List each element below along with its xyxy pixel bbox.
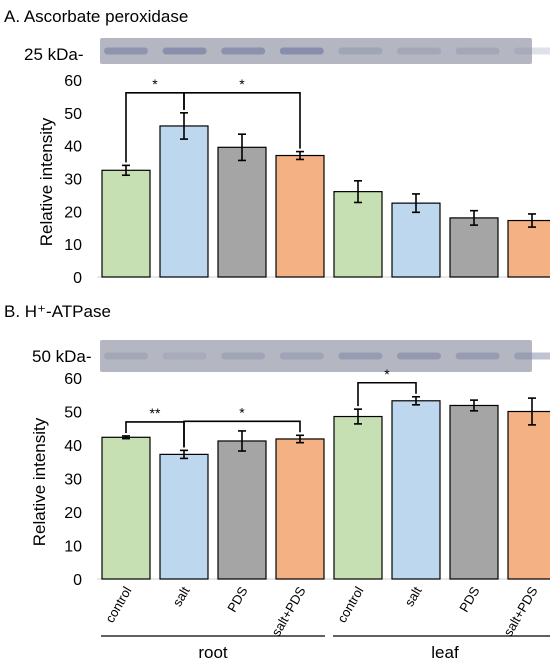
panel-b-title: B. H⁺-ATPase <box>4 302 111 321</box>
panel-b-bar-salt <box>391 400 441 580</box>
panel-a-blot-band <box>514 47 550 55</box>
panel-a-bar-salt+PDS <box>507 219 550 278</box>
panel-b-y-tick-label: 10 <box>64 539 82 556</box>
panel-b-blot-band <box>162 352 207 360</box>
panel-b-x-tick-label: PDS <box>456 584 483 615</box>
panel-b-bar-PDS <box>449 404 499 580</box>
panel-b-blot-band <box>397 352 441 360</box>
panel-b-bar-salt <box>159 453 209 580</box>
panel-a-bar-control <box>333 191 383 278</box>
panel-a-blot-label: 25 kDa- <box>24 45 84 64</box>
panel-a-y-tick-label: 20 <box>64 204 82 221</box>
panel-a-significance-label: * <box>152 76 158 92</box>
panel-b-x-tick-label: salt <box>401 584 424 609</box>
panel-b-y-tick-label: 0 <box>73 572 82 589</box>
panel-b-significance-bracket <box>357 381 417 407</box>
panel-a-blot-band <box>104 47 148 55</box>
panel-b-significance-bracket <box>183 420 301 448</box>
panel-b-blot-strip <box>100 340 532 372</box>
panel-a-blot-band <box>397 47 441 55</box>
panel-a-bar-PDS <box>217 146 267 278</box>
panel-a-y-axis-label: Relative intensity <box>37 117 56 246</box>
panel-a: A. Ascorbate peroxidase 25 kDa- Relative… <box>4 7 550 287</box>
panel-b-x-tick-label: salt <box>169 584 192 609</box>
panel-b-y-tick-label: 30 <box>64 472 82 489</box>
panel-b-blot-band <box>104 352 148 360</box>
panel-b-x-tick-label: control <box>334 584 367 625</box>
panel-b-blot-band <box>221 352 266 360</box>
panel-b-significance-label: * <box>239 404 245 420</box>
panel-a-bar-PDS <box>449 217 499 278</box>
panel-a-y-tick-label: 50 <box>64 106 82 123</box>
panel-a-blot-band <box>455 47 500 55</box>
panel-a-western-blot <box>100 38 550 64</box>
panel-b-significance-label: ** <box>150 405 161 421</box>
panel-b-y-tick-label: 60 <box>64 371 82 388</box>
panel-a-blot-band <box>162 47 207 55</box>
panel-b-y-axis-label: Relative intensity <box>30 417 49 546</box>
panel-a-y-tick-label: 40 <box>64 139 82 156</box>
panel-b-blot-band <box>514 352 550 360</box>
panel-a-y-tick-label: 30 <box>64 172 82 189</box>
panel-b-y-tick-label: 20 <box>64 505 82 522</box>
panel-a-bar-salt <box>391 202 441 278</box>
panel-b-bar-control <box>101 436 151 580</box>
panel-b-y-tick-label: 40 <box>64 438 82 455</box>
panel-a-y-tick-label: 10 <box>64 237 82 254</box>
panel-b-bar-PDS <box>217 440 267 580</box>
panel-b-group-label: leaf <box>431 643 459 662</box>
panel-b-blot-label: 50 kDa- <box>32 347 92 366</box>
panel-b-x-tick-label: salt+PDS <box>500 584 540 639</box>
panel-b-bar-salt+PDS <box>507 410 550 580</box>
panel-b-blot-band <box>338 352 383 360</box>
panel-b-bar-control <box>333 415 383 580</box>
panel-b: B. H⁺-ATPase 50 kDa- Relative intensity … <box>4 302 550 662</box>
panel-b-blot-band <box>455 352 500 360</box>
panel-a-bar-control <box>101 169 151 278</box>
panel-a-plot: 0 10 20 30 40 50 60 * * <box>64 73 550 287</box>
panel-a-bar-salt+PDS <box>275 154 325 278</box>
panel-b-significance-label: * <box>384 366 390 382</box>
panel-a-y-tick-label: 0 <box>73 270 82 287</box>
panel-a-blot-band <box>221 47 266 55</box>
panel-b-x-tick-label: PDS <box>224 584 251 615</box>
panel-b-bar-salt+PDS <box>275 438 325 580</box>
panel-b-y-tick-label: 50 <box>64 405 82 422</box>
panel-a-bar-salt <box>159 125 209 278</box>
panel-a-significance-label: * <box>239 76 245 92</box>
panel-a-blot-band <box>338 47 383 55</box>
panel-a-title: A. Ascorbate peroxidase <box>4 7 188 26</box>
panel-b-x-tick-label: salt+PDS <box>268 584 308 639</box>
panel-a-y-tick-label: 60 <box>64 73 82 90</box>
panel-b-blot-band <box>279 352 324 360</box>
panel-a-blot-band <box>279 47 324 55</box>
panel-b-western-blot <box>100 340 550 372</box>
panel-a-significance-bracket <box>183 92 301 149</box>
panel-b-x-tick-label: control <box>102 584 135 625</box>
panel-b-group-label: root <box>198 643 228 662</box>
